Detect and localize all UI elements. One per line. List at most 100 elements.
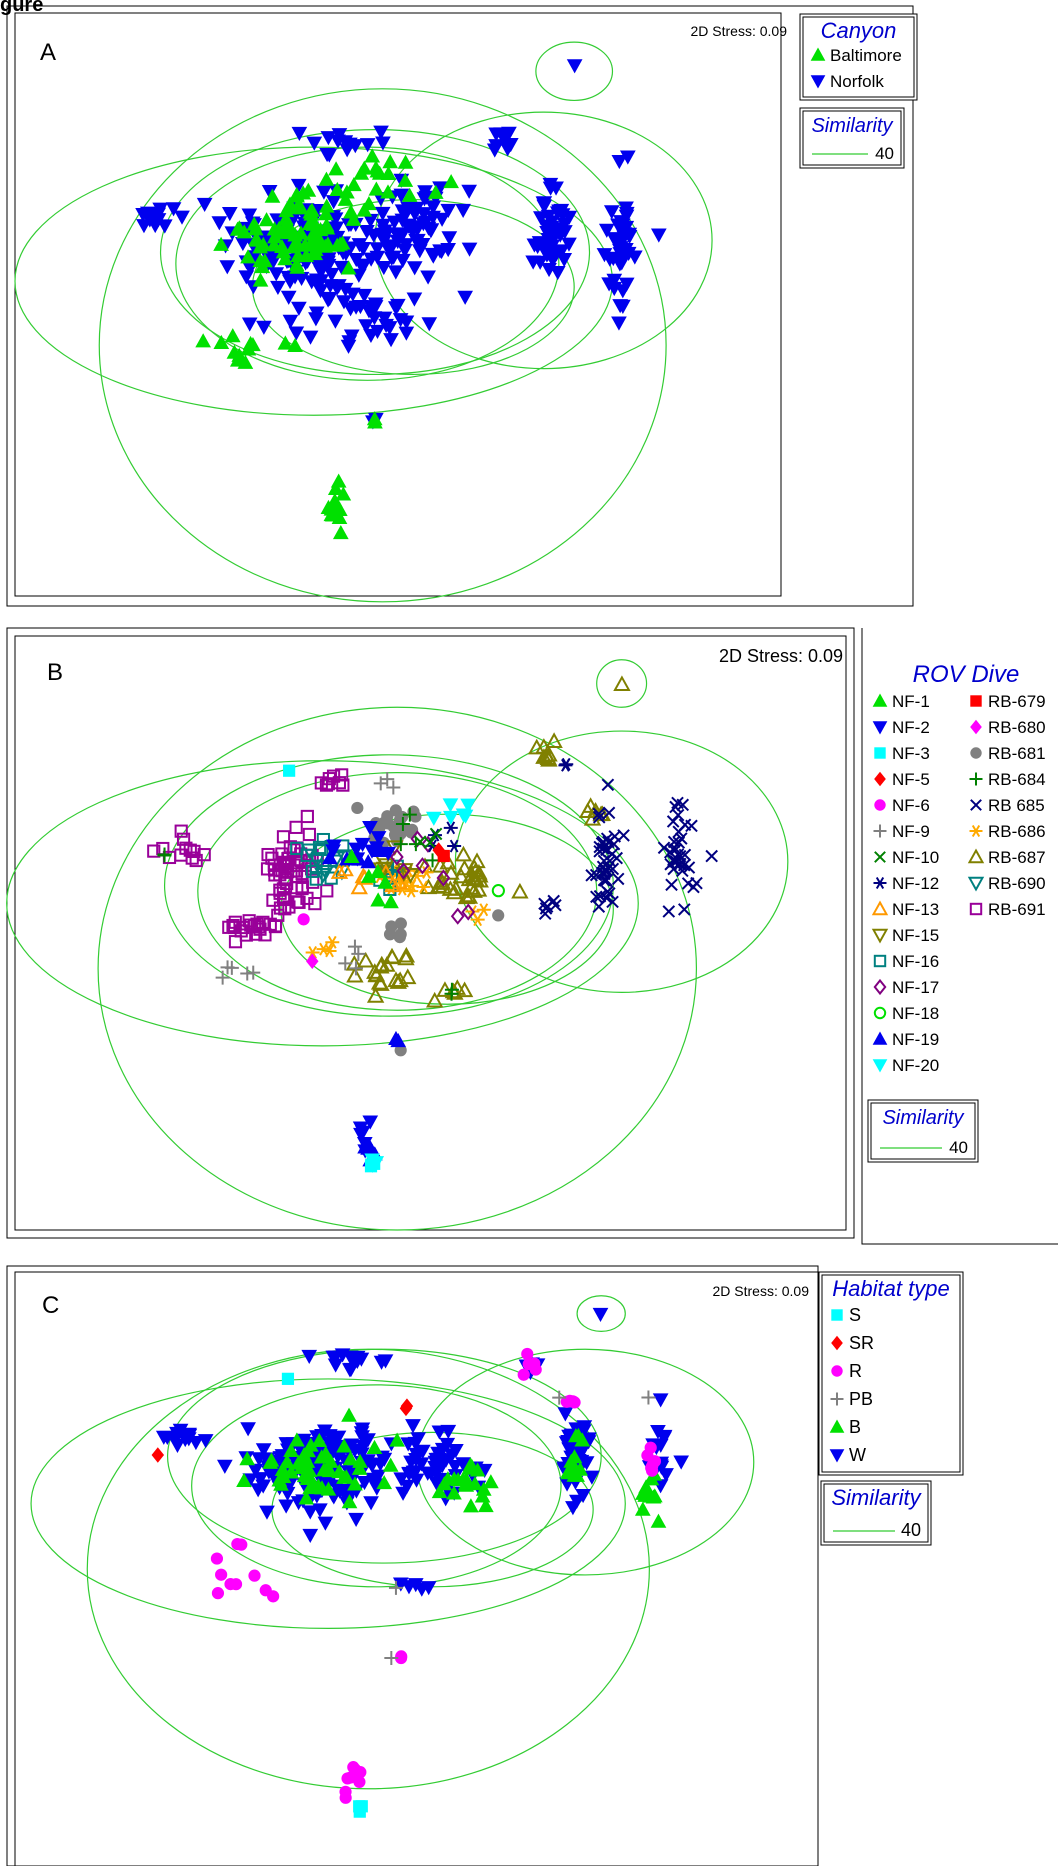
legend-item: Norfolk [810,72,884,91]
legend-label: NF-12 [892,874,939,893]
data-point [526,238,543,253]
data-point [690,876,703,890]
data-point [291,895,305,909]
data-point [327,1358,344,1373]
data-point [438,1453,454,1468]
data-point [397,154,414,169]
series-nf-17 [389,830,476,925]
data-point [355,1800,368,1813]
data-point [455,1457,471,1472]
data-point [341,335,358,350]
data-point [314,867,332,884]
data-point [331,128,348,143]
data-point [380,184,396,199]
data-point [675,832,688,845]
data-point [644,1441,657,1454]
similarity-value: 40 [949,1138,968,1157]
similarity-ellipse [98,88,667,603]
data-point [465,882,483,898]
data-point [413,1457,430,1472]
similarity-title: Similarity [882,1107,964,1129]
data-point [382,1457,399,1472]
data-point [486,143,503,158]
data-point [618,209,635,224]
data-point [349,1763,362,1776]
data-point [343,204,359,219]
data-point [420,270,436,285]
data-point [311,1432,328,1448]
data-point [552,228,569,243]
data-point [390,873,408,890]
data-point [337,191,354,206]
data-point [228,935,243,949]
data-point [705,849,718,863]
data-point [335,768,349,782]
data-point [366,1439,383,1455]
data-point [332,236,348,251]
data-point [363,1496,379,1511]
data-point [399,968,417,985]
data-point [677,903,691,916]
data-point [578,802,597,818]
data-point [457,290,473,305]
legend-item: NF-12 [873,874,939,893]
data-point [650,1513,667,1528]
data-point [383,894,399,909]
similarity-frame [867,1099,979,1163]
data-point [302,330,319,345]
data-point [346,176,362,192]
data-point [320,884,334,898]
data-point [401,1580,417,1595]
data-point [320,131,337,146]
data-point [606,862,620,876]
data-point [291,301,307,316]
data-point [346,966,364,983]
data-point [643,1471,660,1486]
data-point [452,867,470,884]
data-point [367,414,383,429]
data-point [342,1451,359,1466]
data-point [246,216,263,231]
legend-item: NF-19 [872,1030,939,1049]
data-point [222,920,236,934]
data-point [221,207,238,222]
data-point [274,238,290,254]
data-point [298,1490,315,1505]
data-point [302,1505,319,1520]
data-point [461,1460,477,1475]
data-point [240,1422,256,1437]
data-point [511,882,529,899]
data-point [549,898,562,912]
legend-label: NF-16 [892,952,939,971]
data-point [396,862,411,880]
similarity-ellipse [535,41,614,102]
data-point [592,807,606,821]
legend-label: RB-680 [988,718,1046,737]
data-point [423,224,439,239]
data-point [256,915,270,929]
data-point [318,198,335,213]
data-point [312,233,329,248]
data-point [589,868,603,882]
data-point [302,827,316,842]
data-point [351,268,367,283]
legend-marker [967,876,985,892]
data-point [287,843,301,857]
similarity-value: 40 [875,144,894,163]
data-point [339,184,355,199]
data-point [402,807,417,822]
data-point [370,973,389,990]
data-point [483,1474,499,1489]
legend-label: RB-679 [988,692,1046,711]
data-point [377,1354,394,1369]
data-point [361,304,377,319]
legend-marker [873,824,887,838]
data-point [283,764,296,777]
data-point [259,1505,275,1520]
data-point [678,818,692,832]
series-nf-3 [283,764,381,1173]
data-point [348,253,365,268]
legend-frame [861,628,1058,1245]
data-point [401,187,418,202]
